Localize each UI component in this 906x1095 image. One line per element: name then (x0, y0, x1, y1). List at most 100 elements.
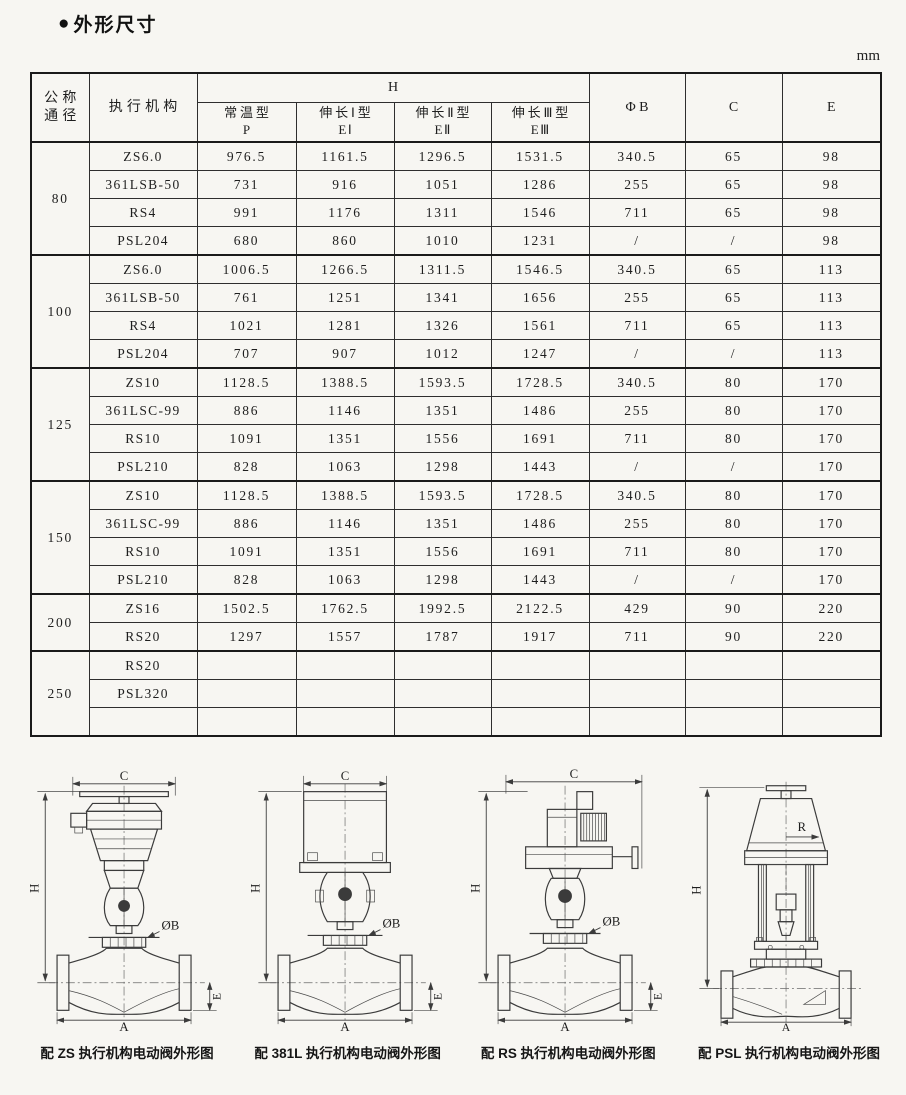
value-cell: 90 (684, 593, 783, 623)
value-cell: 731 (196, 170, 297, 199)
value-cell: / (684, 339, 783, 369)
value-cell: 340.5 (588, 141, 686, 171)
valve-diagram-rs: C H ØB (469, 768, 665, 1032)
table-row: 361LSB-50 731 916 1051 1286 255 65 98 (31, 170, 882, 199)
dim-a-label: A (782, 1020, 791, 1032)
value-cell: 976.5 (196, 141, 297, 171)
figure-psl: H R (684, 768, 894, 1062)
dim-c-label: C (120, 769, 129, 783)
value-cell (490, 679, 590, 708)
value-cell: 1231 (490, 226, 590, 256)
table-row: 200 ZS16 1502.5 1762.5 1992.5 2122.5 429 90 220 (30, 593, 882, 652)
dim-h-label: H (248, 884, 262, 893)
value-cell: 170 (781, 509, 882, 538)
value-cell: 170 (781, 367, 882, 397)
value-cell: 1531.5 (490, 141, 590, 171)
value-cell: / (588, 452, 686, 482)
actuator-cell: PSL210 (88, 452, 198, 482)
value-cell: 80 (684, 424, 783, 453)
figure-caption-psl: 配 PSL 执行机构电动阀外形图 (697, 1046, 880, 1061)
actuator-cell: ZS6.0 (88, 254, 198, 284)
value-cell: 907 (295, 339, 395, 369)
value-cell: / (588, 339, 686, 369)
value-cell: 1298 (393, 452, 492, 482)
value-cell: 1010 (393, 226, 492, 256)
table-row: 361LSB-50 761 1251 1341 1656 255 65 113 (31, 283, 882, 312)
value-cell: 1298 (393, 565, 492, 595)
value-cell: 1341 (393, 283, 492, 312)
value-cell: 1443 (490, 452, 590, 482)
actuator-cell: RS20 (88, 650, 198, 680)
column-header-diameter-line2: 通径 (44, 108, 81, 124)
value-cell: 429 (588, 593, 686, 623)
value-cell (393, 707, 492, 737)
value-cell: 65 (684, 311, 783, 340)
value-cell: 170 (781, 452, 882, 482)
column-header-c: C (684, 72, 783, 143)
value-cell: 1297 (196, 622, 297, 652)
value-cell: 886 (196, 509, 297, 538)
figure-row: C H ØB (22, 768, 894, 1062)
actuator-cell: 361LSC-99 (88, 509, 198, 538)
diameter-cell: 250 (30, 650, 90, 737)
value-cell: 98 (781, 170, 882, 199)
column-header-e: E (781, 72, 882, 143)
figure-rs: C H ØB (463, 768, 673, 1062)
value-cell (781, 679, 882, 708)
actuator-cell: PSL204 (88, 339, 198, 369)
value-cell: 860 (295, 226, 395, 256)
value-cell (295, 650, 395, 680)
value-cell: 1012 (393, 339, 492, 369)
actuator-cell: RS10 (88, 424, 198, 453)
header-line: EⅠ (338, 122, 354, 137)
column-header-actuator: 执行机构 (88, 72, 198, 143)
valve-diagram-psl: H R (689, 781, 863, 1032)
value-cell: 220 (781, 593, 882, 623)
dim-a-label: A (561, 1020, 571, 1032)
figure-caption-zs: 配 ZS 执行机构电动阀外形图 (40, 1046, 214, 1061)
column-header-ext3-type: 伸长Ⅲ型 EⅢ (490, 102, 590, 143)
value-cell: 1486 (490, 509, 590, 538)
value-cell: 1247 (490, 339, 590, 369)
page-title: ● 外形尺寸 (58, 10, 158, 37)
value-cell: 65 (684, 254, 783, 284)
value-cell: 1556 (393, 424, 492, 453)
dim-phib-label: ØB (161, 919, 179, 933)
value-cell: 1656 (490, 283, 590, 312)
column-header-ext2-type: 伸长Ⅱ型 EⅡ (393, 102, 492, 143)
diameter-cell: 100 (30, 254, 90, 369)
value-cell: 1351 (295, 537, 395, 566)
table-row (31, 707, 882, 737)
value-cell: 170 (781, 424, 882, 453)
figure-zs: C H ØB (22, 768, 232, 1062)
header-line: EⅡ (434, 122, 452, 137)
value-cell: 1091 (196, 424, 297, 453)
dim-phib-label: ØB (382, 917, 400, 931)
value-cell: 1443 (490, 565, 590, 595)
dim-h-label: H (27, 884, 41, 893)
value-cell: 1311.5 (393, 254, 492, 284)
value-cell: 1691 (490, 424, 590, 453)
table-row: 100 ZS6.0 1006.5 1266.5 1311.5 1546.5 340.5 65 1… (30, 254, 882, 369)
value-cell: 113 (781, 339, 882, 369)
value-cell: 255 (588, 509, 686, 538)
actuator-cell: 361LSB-50 (88, 283, 198, 312)
value-cell: 991 (196, 198, 297, 227)
value-cell: 1728.5 (490, 480, 590, 510)
value-cell: 255 (588, 396, 686, 425)
value-cell: 916 (295, 170, 395, 199)
table-row: PSL210 828 1063 1298 1443//170 (31, 452, 882, 482)
valve-diagram-381l: C H ØB (248, 769, 444, 1032)
actuator-cell: 361LSB-50 (88, 170, 198, 199)
value-cell (196, 650, 297, 680)
value-cell: 711 (588, 198, 686, 227)
table-row: PSL320 (31, 679, 882, 708)
value-cell: 98 (781, 141, 882, 171)
table-row: 250 RS20 (30, 650, 882, 737)
dim-e-label: E (210, 993, 224, 1000)
value-cell: 828 (196, 452, 297, 482)
value-cell (490, 650, 590, 680)
dim-e-label: E (430, 993, 444, 1000)
value-cell: 65 (684, 141, 783, 171)
table-row: 125 ZS10 1128.5 1388.5 1593.5 1728.5 340.5 80 17… (30, 367, 882, 482)
